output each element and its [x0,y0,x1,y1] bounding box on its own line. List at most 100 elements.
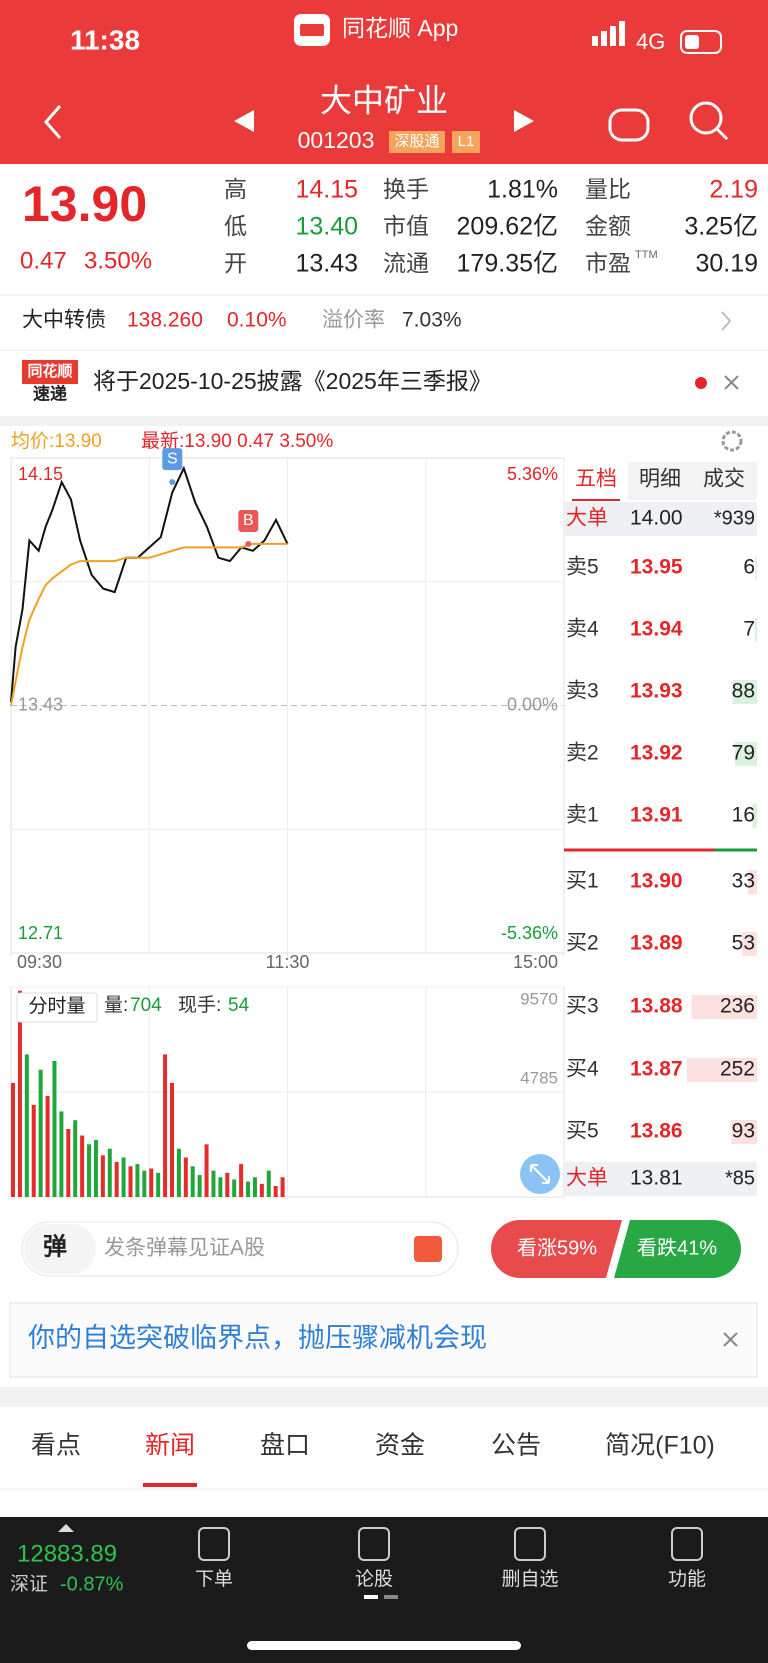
tag [452,131,480,153]
book-tab[interactable]: 明细 [639,468,681,491]
book-tab[interactable]: 五档 [575,468,617,491]
latest-price: 最新:13.90 0.47 3.50% [141,430,333,452]
volume-shade [742,932,757,956]
notice-close[interactable] [724,375,739,390]
gift-icon [414,1236,442,1262]
volume-shade [731,1120,757,1144]
search-handle [715,127,729,141]
action-icon [671,1527,703,1561]
section-tab[interactable]: 看点 [31,1432,81,1460]
volume-bar [107,1148,112,1197]
logo-text: 速递 [33,383,67,403]
signal-bar [592,36,598,46]
premium: 7.03% [402,309,462,332]
level-price: 13.90 [630,870,683,893]
volume-bar [142,1170,147,1197]
volume-bar [239,1164,244,1197]
logo-text: 同花顺 [27,362,72,380]
level-volume: 7 [743,618,755,641]
section-tab[interactable]: 公告 [491,1432,541,1460]
level-volume: 88 [732,680,755,703]
volume-bar [232,1179,237,1197]
section-tab[interactable]: 新闻 [145,1432,195,1460]
volume-shade [755,618,757,642]
app-name: 同花顺 App [342,15,458,41]
volume-bar [66,1128,71,1197]
big-order-label: 大单 [566,1167,608,1190]
section-tab[interactable]: 盘口 [260,1432,310,1460]
x-tick-label: 15:00 [513,952,558,972]
volume-bar [73,1120,78,1197]
volume-bar [163,1054,168,1197]
last-price: 13.90 [22,176,147,232]
index-name: 深证 [10,1573,48,1595]
volume-bar [183,1157,188,1197]
volume-bar [93,1139,98,1197]
banner-text[interactable]: 你的自选突破临界点，抛压骤减机会现 [28,1323,487,1353]
x-tick-label: 11:30 [266,952,310,972]
header-bar [0,0,768,164]
level-volume: 93 [732,1120,755,1143]
volume-bar [128,1166,133,1197]
action-label[interactable]: 功能 [668,1568,706,1590]
banner-close[interactable] [723,1332,738,1347]
volume-bar [176,1148,181,1197]
notice-logo [22,360,78,384]
section-tab[interactable]: 简况(F10) [605,1432,715,1460]
y2-tick-label: -5.36% [501,923,558,943]
volume-bar [38,1069,43,1197]
volume-bar [218,1177,223,1197]
section-tab[interactable]: 资金 [375,1432,425,1460]
big-order-price: 14.00 [630,507,683,530]
vote-bear[interactable] [614,1220,741,1278]
stat-value: 30.19 [695,250,758,278]
book-tab[interactable]: 成交 [703,468,745,491]
bull-label: 看涨59% [517,1236,597,1259]
level-price: 13.87 [630,1058,683,1081]
volume-tab [16,992,98,1023]
robot-button[interactable] [608,108,650,142]
next-stock[interactable] [514,110,534,132]
big-order-price: 13.81 [630,1167,683,1190]
danmu-input [21,1221,459,1277]
bond-more[interactable] [721,311,732,331]
action-icon [514,1527,546,1561]
prev-stock[interactable] [234,110,254,132]
volume-shade [691,995,757,1019]
level-label: 买2 [566,932,599,955]
search-button[interactable] [689,101,723,135]
tag-label: L1 [458,133,475,150]
stat-label: 市值 [383,213,429,239]
action-label[interactable]: 删自选 [501,1568,558,1590]
level-price: 13.95 [630,556,683,579]
volume-bar [204,1144,209,1197]
stat-label: 流通 [383,250,429,276]
stat-label: 换手 [383,176,429,202]
level-label: 卖3 [566,680,599,703]
settings-button[interactable] [721,430,743,452]
level-label: 卖2 [566,742,599,765]
change-pct: 3.50% [84,247,152,274]
level-price: 13.89 [630,932,683,955]
battery [680,30,722,54]
volume-bar [100,1155,105,1197]
action-icon [198,1527,230,1561]
network: 4G [636,29,665,54]
volume-bar [80,1135,85,1197]
volume-label: 量: [104,995,128,1016]
action-label[interactable]: 下单 [195,1568,233,1590]
page-dot [384,1595,398,1599]
volume-bar [87,1144,92,1197]
page-dot [364,1595,378,1599]
back-button[interactable] [44,105,62,139]
danmu-placeholder[interactable]: 发条弹幕见证A股 [104,1237,265,1260]
action-label[interactable]: 论股 [355,1568,393,1590]
level-volume: 53 [732,932,755,955]
signal-bar [610,26,616,46]
stat-value: 209.62亿 [457,213,558,241]
vote-bull[interactable] [491,1220,622,1278]
level-price: 13.86 [630,1120,683,1143]
tab-underline [143,1483,197,1487]
